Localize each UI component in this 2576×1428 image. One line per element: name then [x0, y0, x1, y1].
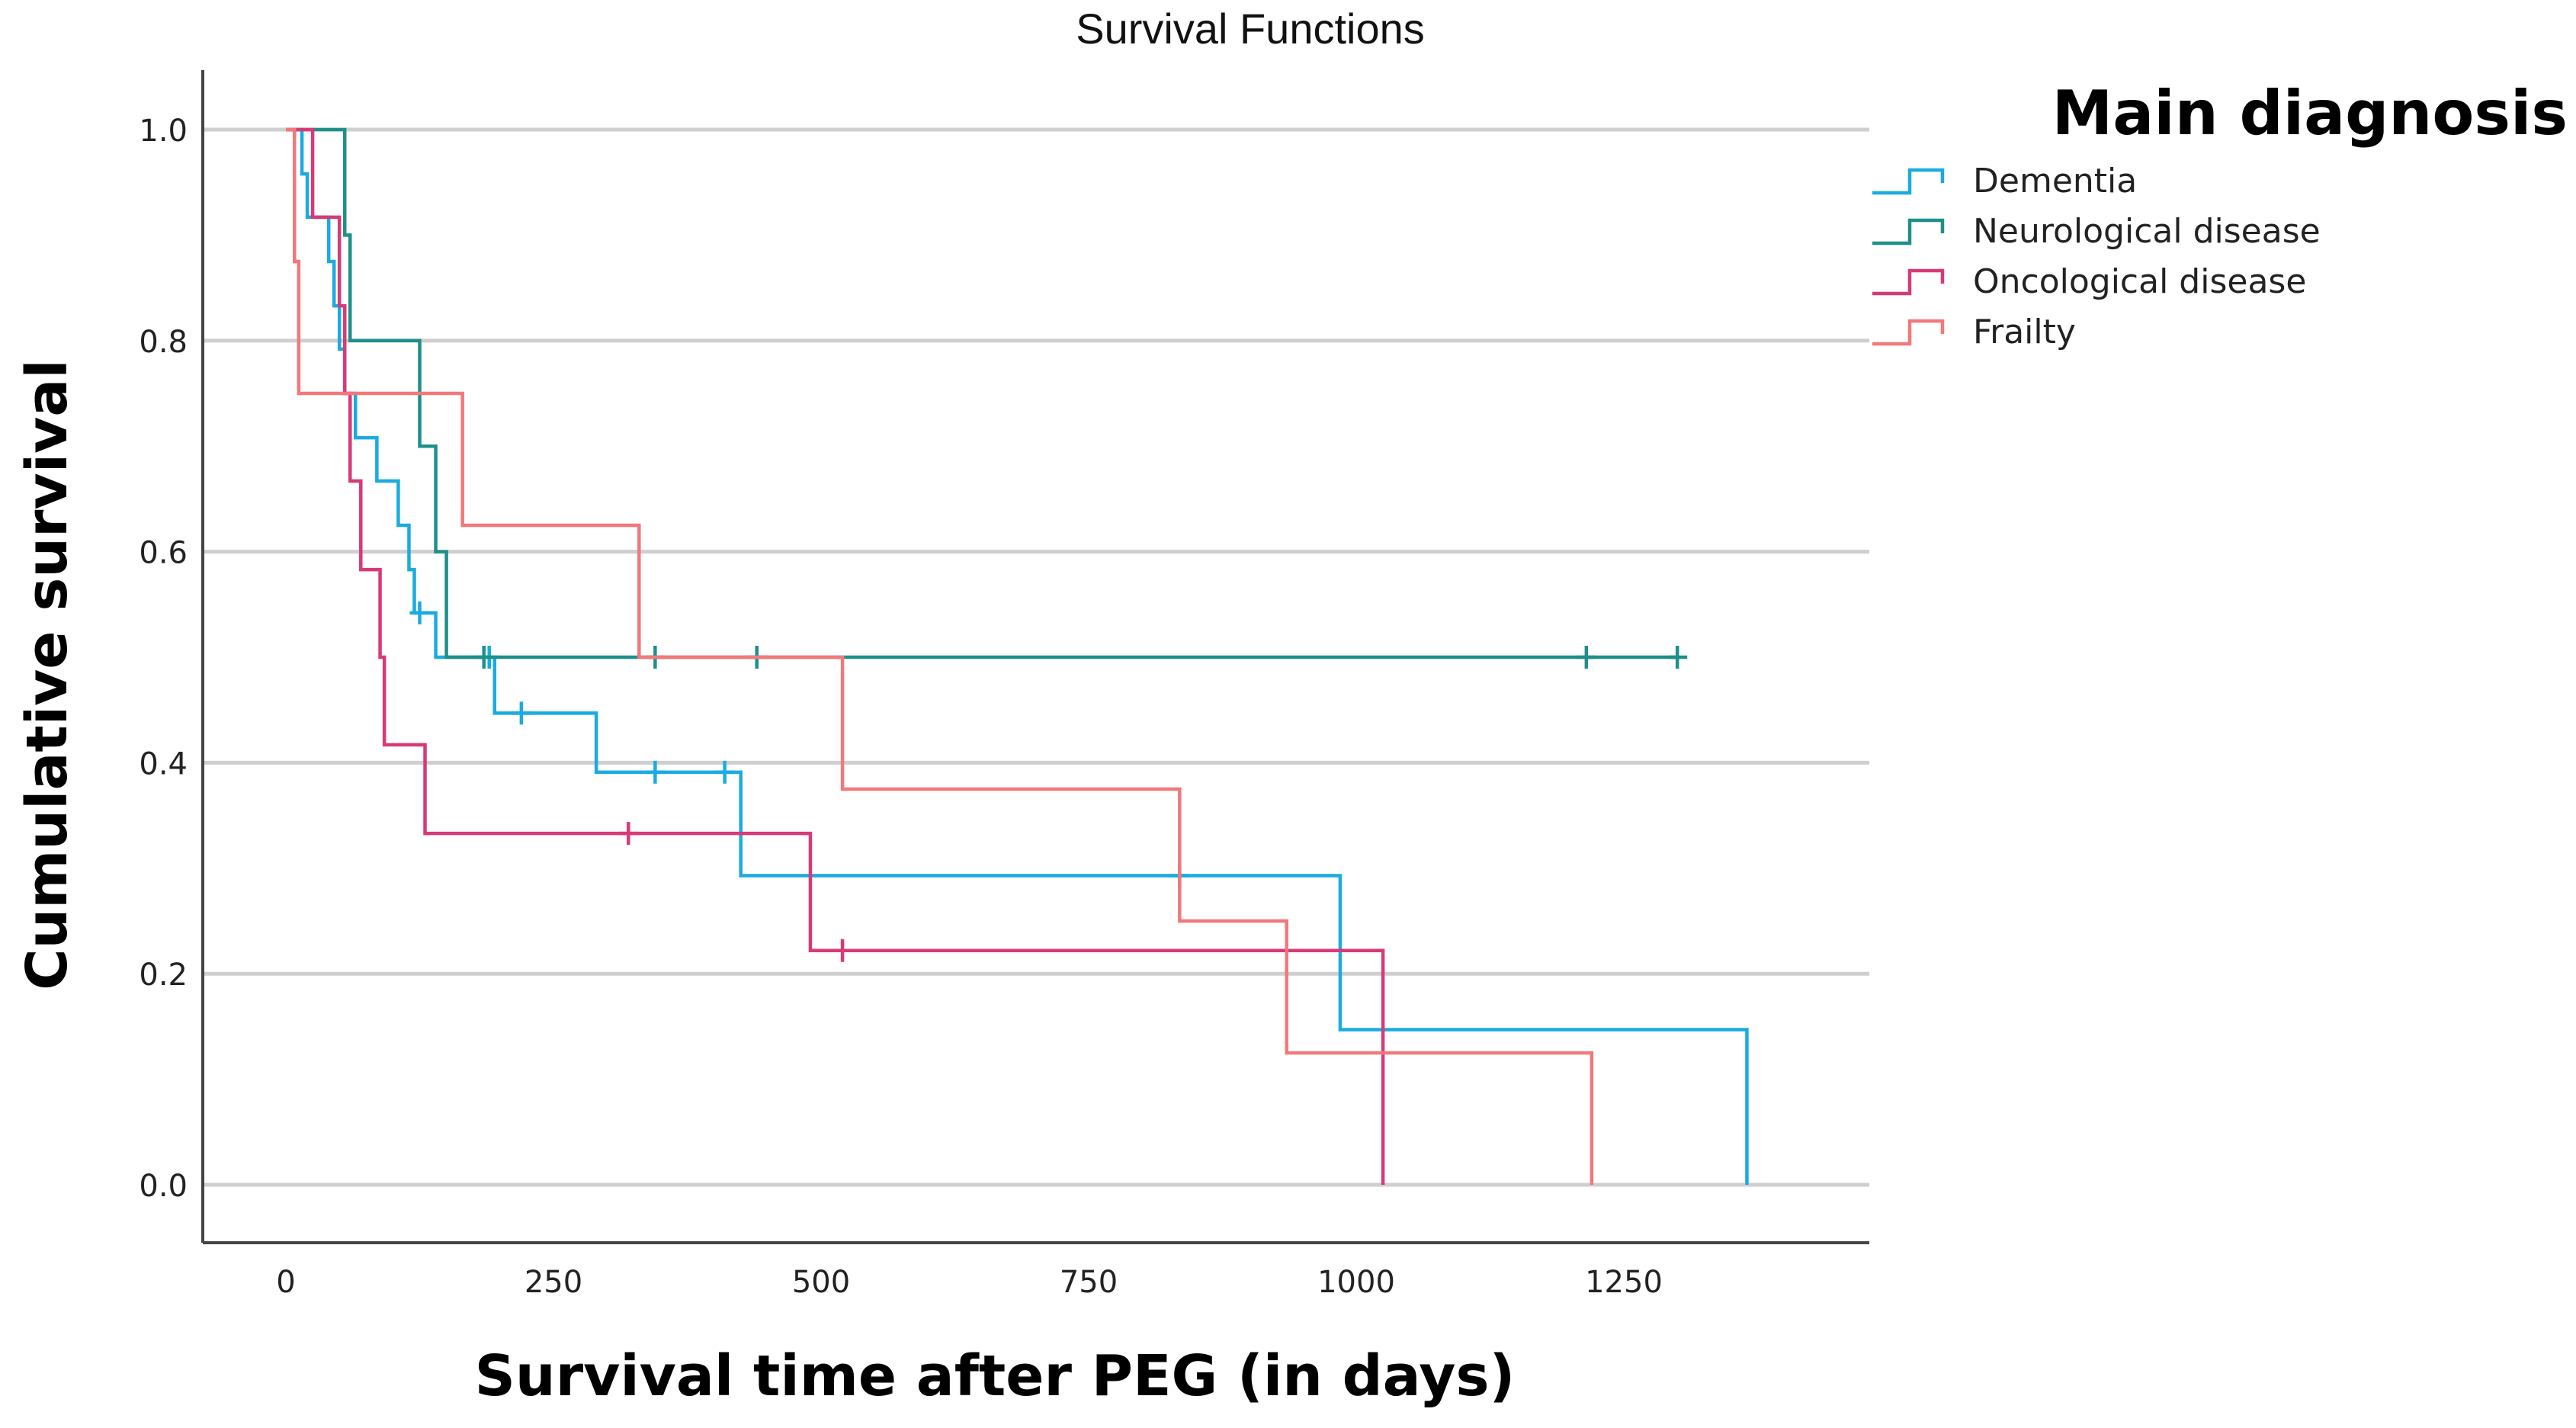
legend-label: Dementia: [1973, 162, 2137, 201]
censor-mark: [645, 760, 666, 784]
y-tick-label: 0.2: [139, 958, 188, 993]
y-axis-title: Cumulative survival: [14, 359, 80, 990]
legend-item: Dementia: [1872, 162, 2137, 201]
legend-swatch: [1872, 319, 1945, 346]
legend-item: Oncological disease: [1872, 262, 2306, 301]
x-tick-label: 750: [1060, 1265, 1118, 1300]
x-tick-label: 250: [525, 1265, 582, 1300]
censor-mark: [1667, 646, 1688, 669]
censor-mark: [511, 701, 531, 725]
censor-mark: [1576, 646, 1596, 669]
series-line-dementia: [286, 127, 1749, 1185]
x-tick-label: 0: [276, 1265, 295, 1300]
x-tick-label: 1000: [1317, 1265, 1395, 1300]
legend-item: Neurological disease: [1872, 212, 2321, 251]
series-layer: [286, 127, 1749, 1185]
legend-swatch: [1872, 268, 1945, 296]
legend-swatch: [1872, 218, 1945, 245]
censor-mark: [832, 939, 853, 962]
censor-mark: [714, 760, 735, 784]
x-tick-label: 1250: [1585, 1265, 1663, 1300]
axes: 0.0 0.2 0.4 0.6 0.8 1.0 0 250 500 750 1000 1250: [139, 70, 1869, 1300]
legend: Main diagnosis Dementia Neurological disea…: [1872, 78, 2568, 351]
y-tick-label: 0.8: [139, 325, 188, 360]
legend-title: Main diagnosis: [2052, 78, 2568, 149]
series-line-oncological-disease: [286, 127, 1385, 1185]
y-tick-label: 0.4: [139, 746, 188, 781]
legend-label: Oncological disease: [1973, 262, 2306, 301]
y-tick-label: 0.0: [139, 1169, 188, 1204]
censor-mark: [618, 822, 639, 846]
censor-mark: [473, 646, 494, 669]
y-tick-label: 1.0: [139, 114, 188, 149]
series-line-frailty: [286, 127, 1594, 1185]
x-tick-label: 500: [792, 1265, 850, 1300]
x-axis-title: Survival time after PEG (in days): [475, 1343, 1516, 1409]
chart-title: Survival Functions: [1076, 5, 1425, 53]
y-tick-label: 0.6: [139, 536, 188, 571]
series-line-neurological-disease: [286, 127, 1678, 659]
legend-item: Frailty: [1872, 313, 2076, 351]
legend-label: Neurological disease: [1973, 212, 2321, 251]
legend-label: Frailty: [1973, 313, 2076, 351]
censor-mark: [409, 601, 430, 624]
legend-swatch: [1872, 168, 1945, 195]
